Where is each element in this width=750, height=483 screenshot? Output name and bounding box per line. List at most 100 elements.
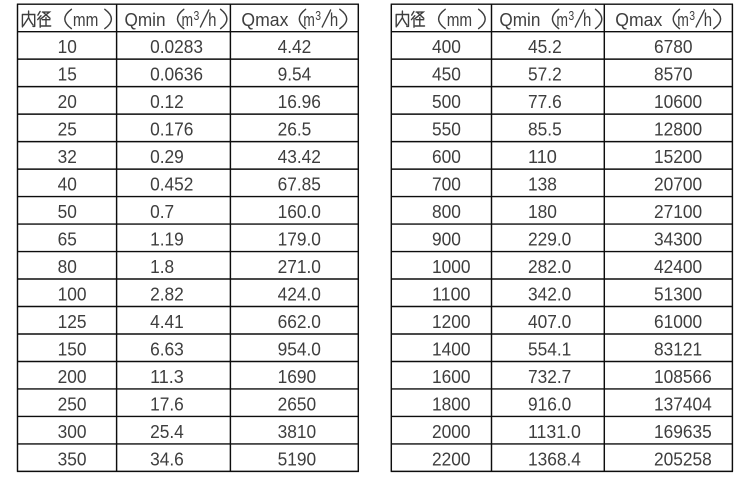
svg-text:150: 150 [58, 339, 87, 360]
svg-text:12800: 12800 [654, 119, 702, 140]
svg-text:9.54: 9.54 [278, 64, 312, 85]
svg-text:Qmin: Qmin [125, 9, 166, 30]
svg-text:550: 550 [432, 119, 461, 140]
svg-text:0.452: 0.452 [150, 174, 193, 195]
svg-text:200: 200 [58, 366, 87, 387]
svg-text:3810: 3810 [278, 421, 317, 442]
svg-text:1000: 1000 [432, 256, 471, 277]
svg-text:m: m [677, 9, 689, 30]
svg-text:61000: 61000 [654, 311, 702, 332]
svg-text:169635: 169635 [654, 421, 712, 442]
svg-text:800: 800 [432, 201, 461, 222]
svg-text:2.82: 2.82 [150, 284, 184, 305]
svg-text:32: 32 [58, 146, 77, 167]
svg-text:10: 10 [58, 36, 77, 57]
svg-text:179.0: 179.0 [278, 229, 321, 250]
svg-text:138: 138 [528, 174, 557, 195]
svg-text:15200: 15200 [654, 146, 702, 167]
svg-text:5190: 5190 [278, 448, 317, 469]
svg-text:1800: 1800 [432, 393, 471, 414]
svg-text:2000: 2000 [432, 421, 471, 442]
svg-text:1131.0: 1131.0 [528, 421, 581, 442]
svg-text:0.12: 0.12 [150, 91, 184, 112]
svg-text:67.85: 67.85 [278, 174, 321, 195]
svg-text:250: 250 [58, 393, 87, 414]
svg-text:137404: 137404 [654, 393, 712, 414]
svg-text:916.0: 916.0 [528, 393, 571, 414]
svg-text:407.0: 407.0 [528, 311, 571, 332]
svg-text:271.0: 271.0 [278, 256, 321, 277]
svg-text:180: 180 [528, 201, 557, 222]
svg-text:282.0: 282.0 [528, 256, 571, 277]
svg-text:954.0: 954.0 [278, 339, 321, 360]
svg-text:424.0: 424.0 [278, 284, 321, 305]
svg-text:34.6: 34.6 [150, 448, 184, 469]
svg-text:h: h [208, 9, 216, 30]
svg-text:205258: 205258 [654, 448, 712, 469]
svg-text:3: 3 [689, 8, 695, 23]
svg-text:554.1: 554.1 [528, 339, 571, 360]
svg-text:229.0: 229.0 [528, 229, 571, 250]
svg-text:300: 300 [58, 421, 87, 442]
svg-text:100: 100 [58, 284, 87, 305]
svg-text:3: 3 [568, 8, 574, 23]
svg-text:42400: 42400 [654, 256, 702, 277]
svg-text:1400: 1400 [432, 339, 471, 360]
svg-text:1690: 1690 [278, 366, 317, 387]
svg-text:m: m [303, 9, 315, 30]
svg-text:h: h [704, 9, 712, 30]
svg-text:10600: 10600 [654, 91, 702, 112]
svg-text:2650: 2650 [278, 393, 317, 414]
svg-text:1.8: 1.8 [150, 256, 174, 277]
svg-text:662.0: 662.0 [278, 311, 321, 332]
svg-text:57.2: 57.2 [528, 64, 562, 85]
svg-text:3: 3 [315, 8, 321, 23]
svg-text:51300: 51300 [654, 284, 702, 305]
svg-text:65: 65 [58, 229, 77, 250]
svg-text:8570: 8570 [654, 64, 693, 85]
svg-text:20: 20 [58, 91, 77, 112]
svg-text:40: 40 [58, 174, 77, 195]
svg-text:26.5: 26.5 [278, 119, 312, 140]
svg-text:110: 110 [528, 146, 557, 167]
svg-text:Qmax: Qmax [241, 9, 288, 30]
svg-text:400: 400 [432, 36, 461, 57]
svg-text:450: 450 [432, 64, 461, 85]
svg-text:43.42: 43.42 [278, 146, 321, 167]
svg-text:15: 15 [58, 64, 77, 85]
svg-text:0.29: 0.29 [150, 146, 184, 167]
svg-text:108566: 108566 [654, 366, 712, 387]
svg-text:h: h [330, 9, 338, 30]
svg-text:17.6: 17.6 [150, 393, 184, 414]
svg-text:1.19: 1.19 [150, 229, 184, 250]
svg-text:85.5: 85.5 [528, 119, 562, 140]
svg-text:80: 80 [58, 256, 77, 277]
svg-text:11.3: 11.3 [150, 366, 184, 387]
svg-text:160.0: 160.0 [278, 201, 321, 222]
svg-text:m: m [556, 9, 568, 30]
svg-text:500: 500 [432, 91, 461, 112]
svg-text:25.4: 25.4 [150, 421, 184, 442]
svg-text:mm: mm [447, 9, 472, 30]
svg-text:3: 3 [194, 8, 200, 23]
svg-text:Qmin: Qmin [499, 9, 540, 30]
svg-text:h: h [583, 9, 591, 30]
svg-text:6.63: 6.63 [150, 339, 184, 360]
svg-text:50: 50 [58, 201, 77, 222]
svg-text:45.2: 45.2 [528, 36, 562, 57]
svg-text:77.6: 77.6 [528, 91, 562, 112]
svg-text:350: 350 [58, 448, 87, 469]
svg-text:m: m [182, 9, 194, 30]
svg-text:2200: 2200 [432, 448, 471, 469]
svg-text:25: 25 [58, 119, 77, 140]
svg-text:83121: 83121 [654, 339, 702, 360]
svg-text:125: 125 [58, 311, 87, 332]
svg-text:34300: 34300 [654, 229, 702, 250]
svg-text:1600: 1600 [432, 366, 471, 387]
svg-text:0.0283: 0.0283 [150, 36, 203, 57]
svg-text:900: 900 [432, 229, 461, 250]
svg-text:20700: 20700 [654, 174, 702, 195]
svg-text:0.0636: 0.0636 [150, 64, 203, 85]
svg-text:4.42: 4.42 [278, 36, 312, 57]
svg-text:16.96: 16.96 [278, 91, 321, 112]
